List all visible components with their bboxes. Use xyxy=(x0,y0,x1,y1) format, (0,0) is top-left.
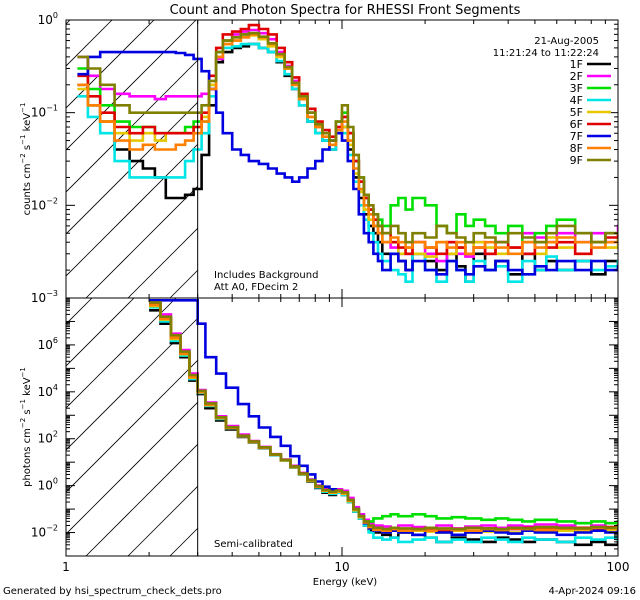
counts-y-tick-base: 10 xyxy=(31,291,46,305)
photons-y-tick-exp: 4 xyxy=(53,383,58,392)
x-tick-labels: 1 10 100 xyxy=(62,560,629,574)
legend-label-6F: 6F xyxy=(570,118,583,131)
photons-hatch-line xyxy=(66,298,219,451)
counts-y-tick-exp: 0 xyxy=(53,11,58,20)
counts-ylabel-exp1: −2 xyxy=(19,153,27,163)
photons-ylabel-exp2: −1 xyxy=(19,399,27,409)
legend-label-5F: 5F xyxy=(570,106,583,119)
counts-y-tick-exp: −3 xyxy=(46,289,58,298)
photons-ylabel-exp1: −2 xyxy=(19,418,27,428)
counts-series-9F xyxy=(77,31,618,244)
photons-series-group xyxy=(149,299,618,547)
legend-label-2F: 2F xyxy=(570,70,583,83)
counts-hatch-line xyxy=(66,20,197,151)
photons-hatch-line xyxy=(66,298,177,409)
legend-label-7F: 7F xyxy=(570,130,583,143)
photons-ylabel-mid: s xyxy=(22,409,33,417)
counts-series-group xyxy=(77,23,618,283)
counts-ylabel-end: keV xyxy=(22,113,33,135)
photons-y-tick-exp: −2 xyxy=(46,524,58,533)
footer-timestamp: 4-Apr-2024 09:16 xyxy=(549,586,636,597)
x-tick-label: 10 xyxy=(334,560,349,574)
counts-y-tick-label: 10−1 xyxy=(31,104,58,120)
x-tick-label: 1 xyxy=(62,560,70,574)
photons-y-axis-label: photons cm−2 s−1 keV−1 xyxy=(19,367,33,487)
time-range-label: 11:21:24 to 11:22:24 xyxy=(493,48,599,59)
photons-annotation: Semi-calibrated xyxy=(214,539,293,550)
counts-series-8F xyxy=(77,33,618,256)
photons-y-tick-exp: 6 xyxy=(53,336,58,345)
legend-label-9F: 9F xyxy=(570,154,583,167)
counts-y-tick-base: 10 xyxy=(31,198,46,212)
counts-hatch-line xyxy=(66,20,113,67)
photons-y-tick-label: 10−2 xyxy=(31,524,58,540)
counts-y-tick-base: 10 xyxy=(31,106,46,120)
photons-hatch-line xyxy=(66,298,93,325)
photons-y-tick-label: 104 xyxy=(38,383,58,399)
counts-hatch-line xyxy=(66,20,155,109)
photons-series-9F xyxy=(149,301,618,531)
photons-y-tick-label: 102 xyxy=(38,430,58,446)
photons-hatch-line xyxy=(0,298,8,556)
x-tick-label: 100 xyxy=(607,560,630,574)
counts-y-tick-exp: −1 xyxy=(46,104,58,113)
counts-annotation-1: Includes Background xyxy=(214,270,318,281)
counts-y-tick-base: 10 xyxy=(38,13,53,27)
counts-x-ticks xyxy=(65,20,619,298)
photons-y-tick-base: 10 xyxy=(38,479,53,493)
counts-hatch-region xyxy=(66,20,618,298)
counts-y-tick-exp: −2 xyxy=(46,196,58,205)
counts-y-axis-label: counts cm−2 s−1 keV−1 xyxy=(19,103,33,216)
photons-y-tick-exp: 0 xyxy=(53,477,58,486)
photons-ylabel-main: photons cm xyxy=(22,428,33,487)
counts-ylabel-mid: s xyxy=(22,145,33,153)
legend-label-8F: 8F xyxy=(570,142,583,155)
counts-hatch-line xyxy=(66,20,239,193)
photons-y-tick-exp: 2 xyxy=(53,430,58,439)
legend-label-1F: 1F xyxy=(570,58,583,71)
photons-ylabel-exp3: −1 xyxy=(19,367,27,377)
counts-ylabel-exp2: −1 xyxy=(19,135,27,145)
photons-y-tick-base: 10 xyxy=(38,385,53,399)
photons-y-tick-label: 100 xyxy=(38,477,58,493)
footer-generated-by: Generated by hsi_spectrum_check_dets.pro xyxy=(3,586,222,597)
photons-ylabel-end: keV xyxy=(22,377,33,399)
photons-y-tick-base: 10 xyxy=(38,432,53,446)
legend-label-3F: 3F xyxy=(570,82,583,95)
photons-y-tick-base: 10 xyxy=(31,526,46,540)
legend-label-4F: 4F xyxy=(570,94,583,107)
counts-annotation-2: Att A0, FDecim 2 xyxy=(214,282,298,293)
date-label: 21-Aug-2005 xyxy=(534,36,599,47)
photons-hatch-region xyxy=(0,298,618,556)
counts-hatch-mask xyxy=(197,20,618,298)
counts-y-tick-label: 10−3 xyxy=(31,289,58,305)
photons-y-tick-base: 10 xyxy=(38,338,53,352)
counts-ylabel-exp3: −1 xyxy=(19,103,27,113)
chart-title: Count and Photon Spectra for RHESSI Fron… xyxy=(170,3,521,18)
counts-y-tick-label: 10−2 xyxy=(31,196,58,212)
photons-y-tick-label: 106 xyxy=(38,336,58,352)
counts-ylabel-main: counts cm xyxy=(22,164,33,216)
photons-hatch-line xyxy=(66,298,135,367)
x-axis-label: Energy (keV) xyxy=(313,577,378,588)
counts-y-tick-label: 100 xyxy=(38,11,58,27)
counts-hatch-line xyxy=(66,20,71,25)
photons-x-ticks xyxy=(65,298,619,556)
